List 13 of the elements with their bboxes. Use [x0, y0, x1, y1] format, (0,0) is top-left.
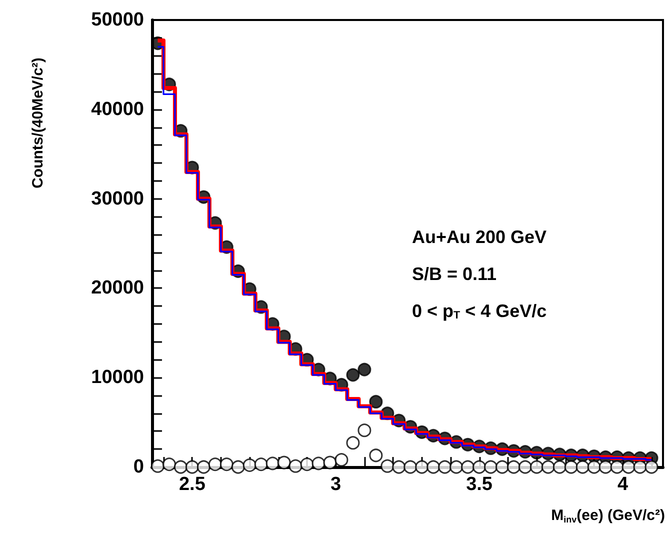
x-tick-label: 2.5 — [178, 474, 206, 495]
x-tick-label: 4 — [618, 474, 629, 495]
y-tick-label: 0 — [133, 456, 144, 478]
x-tick-label: 3 — [330, 474, 342, 495]
y-tick-label: 50000 — [91, 10, 144, 30]
y-tick-label: 20000 — [91, 278, 144, 299]
x-tick-label: 3.5 — [466, 474, 493, 495]
annotation: Au+Au 200 GeV — [412, 227, 547, 247]
y-tick-label: 40000 — [91, 98, 144, 120]
y-tick-label: 30000 — [91, 188, 144, 210]
annotation: S/B = 0.11 — [412, 264, 497, 284]
y-tick-label: 10000 — [91, 367, 144, 388]
y-axis-title: Counts/(40MeV/c²) — [30, 58, 46, 188]
